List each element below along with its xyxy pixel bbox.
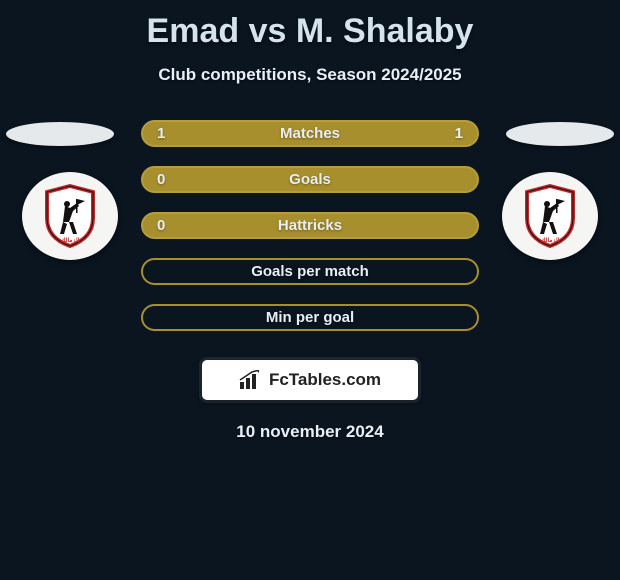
stat-label: Hattricks — [278, 217, 342, 234]
footer-date: 10 november 2024 — [0, 422, 620, 442]
stat-label: Matches — [280, 125, 340, 142]
stat-left-value: 1 — [157, 125, 165, 142]
stat-row-hattricks: 0 Hattricks — [141, 212, 479, 239]
left-player-ellipse — [6, 122, 114, 146]
stat-label: Goals — [289, 171, 331, 188]
brand-card[interactable]: FcTables.com — [202, 360, 418, 400]
comparison-block: الزمالك الزمالك 1 Match — [0, 120, 620, 442]
stat-left-value: 0 — [157, 171, 165, 188]
brand-label: FcTables.com — [269, 370, 381, 390]
stat-row-goals: 0 Goals — [141, 166, 479, 193]
stat-rows: 1 Matches 1 0 Goals 0 Hattricks Goals pe… — [141, 120, 479, 331]
stat-label: Min per goal — [266, 309, 354, 326]
right-club-crest: الزمالك — [502, 172, 598, 260]
svg-text:الزمالك: الزمالك — [61, 237, 80, 244]
shield-icon: الزمالك — [43, 184, 97, 248]
left-club-crest: الزمالك — [22, 172, 118, 260]
stat-left-value: 0 — [157, 217, 165, 234]
stat-row-min-per-goal: Min per goal — [141, 304, 479, 331]
stat-label: Goals per match — [251, 263, 369, 280]
stat-row-matches: 1 Matches 1 — [141, 120, 479, 147]
svg-text:الزمالك: الزمالك — [541, 237, 560, 244]
stat-right-value: 1 — [455, 125, 463, 142]
stat-row-goals-per-match: Goals per match — [141, 258, 479, 285]
subtitle: Club competitions, Season 2024/2025 — [0, 65, 620, 85]
right-player-ellipse — [506, 122, 614, 146]
shield-icon: الزمالك — [523, 184, 577, 248]
page-title: Emad vs M. Shalaby — [0, 0, 620, 51]
bar-chart-icon — [239, 370, 263, 390]
